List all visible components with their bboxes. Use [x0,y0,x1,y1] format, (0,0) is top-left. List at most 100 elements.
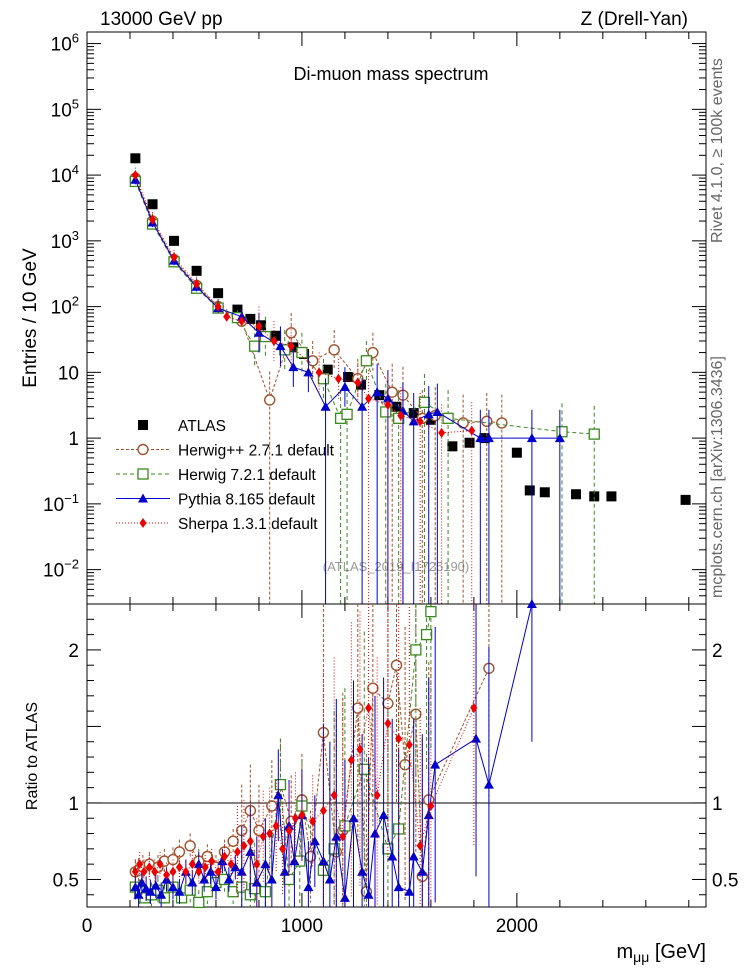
ratio-point [156,859,164,870]
ratio-point [483,779,494,789]
data-point [130,153,141,164]
data-point [303,367,314,377]
data-point [170,252,178,263]
data-point [418,396,431,408]
ratio-series-group [129,599,537,909]
ratio-y-tick-label: 1 [68,794,79,815]
ratio-point [384,718,392,729]
data-point [526,433,537,443]
data-point [392,412,405,424]
ratio-point [245,846,256,856]
ratio-point [273,790,284,800]
data-point [588,428,600,440]
ratio-point [339,892,350,902]
legend-marker [137,443,149,456]
ratio-point [309,836,320,846]
ratio-point [470,703,478,714]
ratio-point [187,877,198,887]
ratio-point [227,835,239,847]
ratio-point [318,856,329,866]
ratio-y-tick-label-right: 0.5 [712,870,738,891]
ratio-point [145,862,153,873]
ratio-point [266,800,278,812]
ratio-point [230,862,241,872]
ratio-point [175,862,183,873]
ratio-point [291,813,299,824]
ratio-point [151,866,159,877]
rivet-version-label: Rivet 4.1.0, ≥ 100k events [709,58,726,243]
data-point [606,491,617,502]
ratio-point [373,790,381,801]
series-line-pythia [134,179,560,439]
ratio-point [425,606,437,618]
data-point [356,379,367,390]
series-line-herwig7 [134,181,595,435]
ratio-point [214,866,222,877]
ratio-point [193,896,205,909]
data-point [384,399,392,410]
ratio-point [319,805,327,816]
ratio-point [253,859,261,870]
ratio-point [163,869,171,880]
legend-marker [138,420,148,430]
main-y-tick-labels: 10−2 10−1 1 10 102 103 104 105 106 [43,31,79,582]
data-point [367,346,379,359]
data-point [147,199,158,210]
ratio-point [309,816,317,827]
data-point [334,373,342,384]
ratio-y-tick-label: 2 [68,641,79,662]
ratio-point [130,882,141,892]
ratio-point [205,866,216,876]
data-point [288,362,299,372]
legend-label: Sherpa 1.3.1 default [178,516,318,533]
ratio-point [167,882,178,892]
ratio-y-tick-label-right: 1 [712,794,723,815]
ratio-y-axis-label: Ratio to ATLAS [24,702,41,810]
ratio-point [430,759,441,769]
y-tick-label: 10−2 [43,557,79,582]
ratio-point [423,810,434,820]
ratio-point [330,790,338,801]
ratio-point [136,859,144,870]
series-sherpa [131,167,476,604]
ratio-point [365,703,373,714]
ratio-point [289,856,300,866]
data-point [169,235,180,246]
ratio-point [404,886,415,896]
main-series-group [129,153,691,604]
ratio-point [169,866,177,877]
analysis-watermark: (ATLAS_2019_I1725190) [323,559,469,574]
data-point [255,321,263,332]
data-point [524,485,535,496]
mcplots-reference-label: mcplots.cern.ch [arXiv:1306.3436] [709,356,726,598]
data-point [253,327,264,337]
data-point [271,330,282,341]
legend-label: ATLAS [178,418,226,435]
data-point [245,313,256,324]
data-point [341,408,353,420]
ratio-point [236,866,247,876]
data-point [131,170,139,181]
chart-title: Di-muon mass spectrum [293,64,488,84]
ratio-point [427,801,435,811]
ratio-point [363,889,374,899]
y-tick-label: 103 [51,228,79,253]
data-point [328,344,340,356]
data-point [322,364,333,375]
data-point [213,288,224,299]
ratio-point [150,880,161,890]
ratio-point [240,840,248,851]
ratio-point [370,828,381,838]
data-point [214,301,222,312]
ratio-point [279,866,290,876]
x-tick-labels: 0 1000 2000 [82,916,538,937]
ratio-point [526,599,537,608]
ratio-point [272,820,280,831]
ratio-point [284,820,295,830]
ratio-point [208,856,216,867]
ratio-point [339,831,347,842]
ratio-point [285,825,293,836]
ratio-point [193,859,204,869]
legend-label: Herwig++ 2.7.1 default [178,443,335,460]
data-point [483,433,494,443]
